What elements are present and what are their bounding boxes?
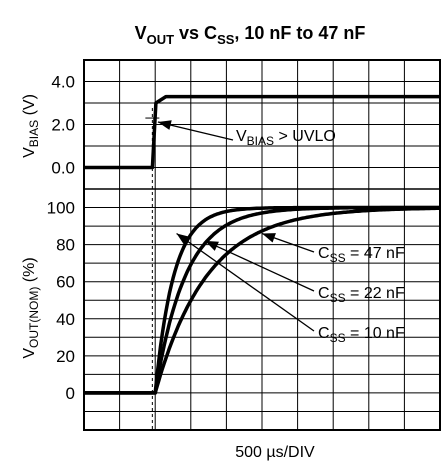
plot-grid [83, 59, 441, 431]
y-tick-label-bottom: 0 [66, 384, 75, 403]
arrow-css-10-line [176, 232, 315, 332]
series-line-css-22 [84, 205, 440, 395]
y-tick-label-bottom: 20 [56, 347, 75, 366]
label-css-22: CSS = 22 nF [318, 285, 405, 305]
bottom-ylabel: VOUT(NOM) (%) [21, 257, 41, 358]
uvlo-marker [145, 108, 160, 430]
chart-title: VOUT vs CSS, 10 nF to 47 nF [135, 23, 366, 47]
y-tick-label-bottom: 80 [56, 236, 75, 255]
annotations: VBIAS > UVLO CSS = 47 nF CSS = 22 nF CSS… [157, 120, 405, 345]
x-axis-label: 500 µs/DIV [235, 444, 315, 461]
y-tick-label-top: 2.0 [51, 116, 75, 135]
tick-labels: 0.0 2.0 4.0 0 20 40 60 80 100 [47, 73, 75, 403]
y-tick-label-top: 0.0 [51, 159, 75, 178]
label-css-10: CSS = 10 nF [318, 325, 405, 345]
top-ylabel: VBIAS (V) [21, 94, 41, 158]
y-tick-label-bottom: 60 [56, 273, 75, 292]
plot-frame [83, 59, 441, 431]
y-tick-label-bottom: 40 [56, 310, 75, 329]
y-tick-label-top: 4.0 [51, 73, 75, 92]
annotation-vbias-uvlo: VBIAS > UVLO [236, 128, 336, 148]
y-tick-label-bottom: 100 [47, 199, 75, 218]
series-lines [84, 94, 440, 395]
label-css-47: CSS = 47 nF [318, 245, 405, 265]
series-line-css-47 [84, 206, 440, 395]
series-line-vbias [84, 94, 440, 170]
arrow-css-22-line [204, 240, 315, 292]
arrow-css-10-head [176, 233, 191, 246]
arrow-vbias-head [157, 120, 172, 130]
arrow-css-47-head [262, 233, 276, 243]
arrow-css-22-head [205, 240, 219, 251]
